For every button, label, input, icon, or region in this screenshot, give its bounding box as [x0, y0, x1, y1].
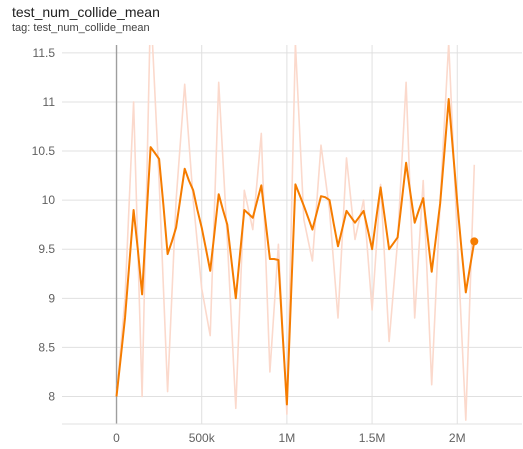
x-tick-label: 1M — [279, 431, 296, 445]
y-tick-label: 9.5 — [38, 242, 55, 256]
y-tick-label: 8.5 — [38, 340, 55, 354]
last-point-marker — [470, 237, 479, 246]
y-tick-label: 10 — [42, 193, 56, 207]
y-tick-label: 10.5 — [32, 144, 56, 158]
chart-tag: tag: test_num_collide_mean — [12, 22, 150, 34]
smoothed-series-line — [115, 98, 476, 406]
y-tick-label: 8 — [48, 390, 55, 404]
y-tick-label: 9 — [48, 291, 55, 305]
x-tick-label: 1.5M — [359, 431, 386, 445]
x-tick-label: 2M — [449, 431, 466, 445]
x-tick-label: 500k — [189, 431, 216, 445]
raw-series-line — [115, 45, 476, 421]
y-tick-label: 11 — [43, 95, 56, 109]
y-tick-label: 11.5 — [33, 46, 56, 60]
chart-title: test_num_collide_mean — [12, 4, 160, 20]
x-tick-label: 0 — [113, 431, 120, 445]
